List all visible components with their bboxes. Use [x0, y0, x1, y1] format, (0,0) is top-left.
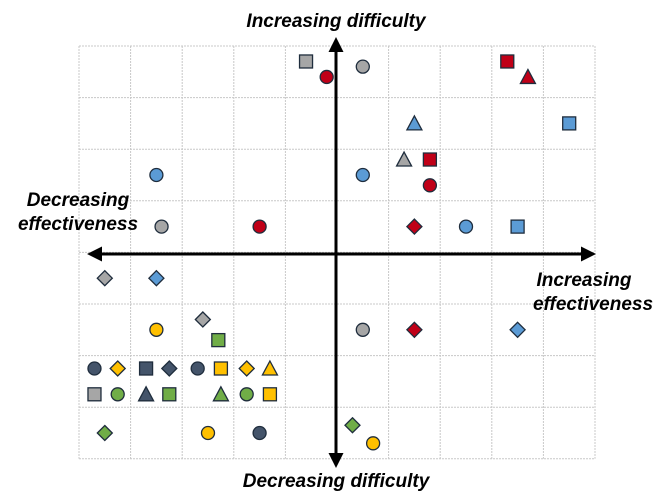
- label-right-line1: Increasing: [536, 270, 631, 291]
- marker-dark-square: [138, 361, 154, 376]
- marker-yellow-circle: [365, 436, 381, 451]
- marker-gray-square: [87, 387, 102, 402]
- marker-red-circle: [422, 178, 438, 193]
- marker-dark-circle: [87, 361, 102, 376]
- marker-blue-square: [510, 219, 525, 234]
- marker-blue-square: [562, 116, 577, 131]
- marker-green-diamond: [96, 424, 114, 442]
- marker-red-square: [422, 152, 438, 167]
- marker-dark-diamond: [160, 360, 178, 377]
- marker-gray-circle: [355, 59, 370, 74]
- marker-blue-circle: [149, 167, 164, 183]
- marker-dark-circle: [252, 425, 267, 441]
- marker-red-circle: [252, 219, 267, 234]
- marker-green-circle: [110, 387, 125, 402]
- marker-red-triangle: [519, 68, 537, 85]
- axes: [87, 37, 596, 468]
- marker-yellow-triangle: [261, 359, 279, 376]
- marker-yellow-square: [213, 361, 229, 376]
- marker-green-circle: [239, 387, 254, 402]
- marker-dark-triangle: [137, 385, 155, 402]
- marker-gray-diamond: [96, 269, 114, 287]
- marker-red-square: [500, 54, 515, 69]
- marker-green-square: [211, 332, 226, 348]
- marker-green-diamond: [344, 416, 361, 434]
- label-left-line1: Decreasing: [27, 190, 130, 211]
- marker-red-diamond: [405, 218, 423, 236]
- marker-yellow-circle: [149, 322, 164, 337]
- marker-yellow-diamond: [109, 360, 127, 377]
- label-bottom: Decreasing difficulty: [243, 471, 431, 492]
- marker-gray-diamond: [194, 311, 212, 328]
- label-top: Increasing difficulty: [246, 11, 427, 32]
- marker-red-circle: [319, 69, 334, 85]
- label-right-line2: effectiveness: [533, 294, 653, 315]
- marker-blue-diamond: [147, 269, 165, 287]
- marker-red-diamond: [405, 321, 423, 339]
- marker-blue-diamond: [509, 321, 527, 339]
- marker-gray-triangle: [395, 150, 413, 167]
- marker-yellow-circle: [200, 425, 216, 441]
- label-left-line2: effectiveness: [18, 214, 138, 235]
- marker-dark-circle: [190, 361, 205, 376]
- marker-yellow-diamond: [238, 360, 256, 377]
- marker-gray-circle: [355, 322, 370, 337]
- marker-green-square: [162, 387, 177, 402]
- marker-blue-triangle: [405, 114, 423, 131]
- marker-green-triangle: [212, 385, 230, 402]
- marker-gray-circle: [154, 219, 169, 234]
- marker-blue-circle: [355, 167, 370, 183]
- markers: [87, 54, 577, 451]
- marker-blue-circle: [458, 219, 474, 234]
- marker-yellow-square: [262, 387, 278, 402]
- marker-gray-square: [298, 54, 314, 69]
